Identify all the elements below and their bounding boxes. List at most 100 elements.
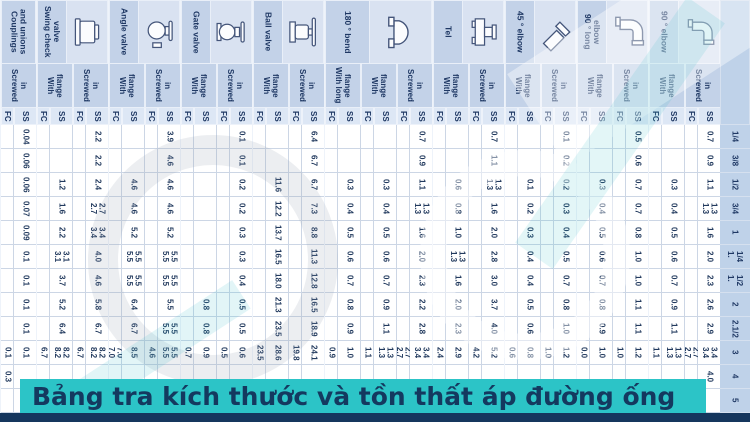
fc-label-text: FC xyxy=(75,110,84,122)
data-cell xyxy=(194,269,217,293)
connection-subgroups: With flange FC 0.6 SS 0.1 0.2 0.3 0.4 0.4 0.5 0.6 0… xyxy=(505,64,577,413)
data-cell: 0.3 xyxy=(230,245,253,269)
data-cell xyxy=(145,245,158,269)
data-cell xyxy=(181,317,194,341)
cell-value: 0.9 xyxy=(201,346,211,359)
ss-label-text: SS xyxy=(669,110,678,122)
group-title: 180 ° bend xyxy=(325,0,370,64)
connection-subgroups: With flange FC 1.1 SS 0.3 0.4 0.5 0.6 0.7 0.9 1.1 1… xyxy=(649,64,721,413)
data-cell: 6.7 xyxy=(302,173,325,197)
data-cell: 1.3 1.3 xyxy=(446,245,469,269)
fc-label-text: FC xyxy=(111,110,120,122)
fc-ss-pair: FC 1.0 SS 0.5 0.6 0.7 0.7 0.8 1.0 1.0 1.1 1.1 1.2 xyxy=(613,108,649,413)
cell-value: 1.3 1.3 xyxy=(665,346,683,359)
data-cell: 0.07 xyxy=(14,197,37,221)
fc-label-text: FC xyxy=(435,110,444,122)
subgroup-screwed-in: Screwed in FC 1.0 SS 0.5 0.6 0.7 0.7 0.8 1.0 1.0 1.… xyxy=(613,64,649,413)
connection-type-text: With flange xyxy=(118,73,136,98)
cell-value: 1.1 xyxy=(651,346,661,359)
cell-value: 5.5 xyxy=(165,298,175,311)
connection-type-text: With flange xyxy=(46,73,64,98)
data-cell xyxy=(109,269,122,293)
data-cell xyxy=(1,221,14,245)
cell-value: 21.3 xyxy=(273,296,283,313)
cell-value: 5.5 5.5 xyxy=(161,346,179,359)
ss-column: SS 6.4 6.7 6.7 7.3 8.8 11.3 12.8 16.5 18.9 24.1 xyxy=(302,108,325,413)
cell-value: 0.9 xyxy=(345,322,355,335)
pipe-size-cell: 2 xyxy=(720,293,750,317)
cell-value: 0.6 xyxy=(633,154,643,167)
data-cell xyxy=(577,317,590,341)
fc-column: FC 0.5 xyxy=(217,108,230,413)
cell-value: 1.2 xyxy=(561,346,571,359)
fc-column-label: FC xyxy=(361,108,374,125)
cell-value: 11.6 xyxy=(273,176,283,193)
cell-value: 1.1 xyxy=(489,154,499,167)
data-cell: 0.9 xyxy=(662,293,685,317)
cell-value: 0.6 xyxy=(381,250,391,263)
data-cell xyxy=(37,197,50,221)
ss-label-text: SS xyxy=(417,110,426,122)
fc-column: FC 0.7 xyxy=(181,108,194,413)
group-title-text: 90 ° long elbow xyxy=(582,14,602,50)
data-cell xyxy=(577,221,590,245)
connection-type-text: With flange xyxy=(190,73,208,98)
data-cell: 6.4 xyxy=(122,293,145,317)
connection-type-text: Screwed in xyxy=(550,69,568,102)
data-cell xyxy=(109,221,122,245)
ss-column: SS 2.2 2.2 2.4 2.7 2.7 3.4 3.4 4.0 4.6 5.8 6.7 8.2… xyxy=(86,108,109,413)
cell-value: 0.5 xyxy=(561,250,571,263)
data-cell xyxy=(1,293,14,317)
data-cell: 0.7 xyxy=(482,125,505,149)
data-cell xyxy=(37,293,50,317)
ss-label-text: SS xyxy=(93,110,102,122)
data-cell xyxy=(73,173,86,197)
data-cell xyxy=(469,125,482,149)
cell-value: 0.4 xyxy=(345,202,355,215)
data-cell: 3.4 3.4 xyxy=(410,341,433,365)
data-cell xyxy=(613,245,626,269)
cell-value: 4.6 xyxy=(147,346,157,359)
data-cell: 0.3 xyxy=(518,221,541,245)
data-cell xyxy=(73,125,86,149)
data-cell xyxy=(217,125,230,149)
cell-value: 0.6 xyxy=(237,346,247,359)
data-cell xyxy=(194,221,217,245)
data-cell xyxy=(433,293,446,317)
angle-valve-icon xyxy=(138,0,180,64)
fc-column-label: FC xyxy=(541,108,554,125)
data-cell: 2.0 xyxy=(410,245,433,269)
data-cell: 0.8 xyxy=(446,197,469,221)
cell-value: 0.6 xyxy=(453,178,463,191)
cell-value: 0.2 xyxy=(561,154,571,167)
fc-column: FC 2.4 xyxy=(433,108,446,413)
data-cell xyxy=(397,317,410,341)
data-cell xyxy=(397,197,410,221)
gate-valve-icon xyxy=(210,0,252,64)
cell-value: 0.6 xyxy=(669,250,679,263)
fc-ss-pair: FC 0.9 SS 0.3 0.4 0.5 0.6 0.7 0.8 0.9 1.0 xyxy=(325,108,361,413)
data-cell: 0.1 xyxy=(554,125,577,149)
data-cell: 2.0 xyxy=(482,221,505,245)
connection-type-label: Screwed in xyxy=(145,64,181,108)
cell-value: 0.2 xyxy=(237,202,247,215)
group-title: 90 ° elbow xyxy=(649,0,679,64)
data-cell: 0.8 xyxy=(626,221,649,245)
fc-column: FC 23.5 xyxy=(253,108,266,413)
data-cell: 0.6 xyxy=(374,245,397,269)
cell-value: 0.7 xyxy=(597,274,607,287)
cell-value: 0.1 xyxy=(561,130,571,143)
fc-column-label: FC xyxy=(73,108,86,125)
data-cell: 6.7 xyxy=(37,341,50,365)
cell-value: 1.2 xyxy=(633,346,643,359)
data-cell: 0.8 xyxy=(194,317,217,341)
data-cell: 0.3 xyxy=(554,197,577,221)
data-cell xyxy=(397,125,410,149)
data-cell xyxy=(433,317,446,341)
data-cell: 0.1 xyxy=(14,317,37,341)
data-cell xyxy=(325,125,338,149)
connection-type-label: With flange xyxy=(109,64,145,108)
data-cell: 5.2 xyxy=(50,293,73,317)
cell-value: 4.0 xyxy=(93,250,103,263)
ss-column-label: SS xyxy=(50,108,73,125)
